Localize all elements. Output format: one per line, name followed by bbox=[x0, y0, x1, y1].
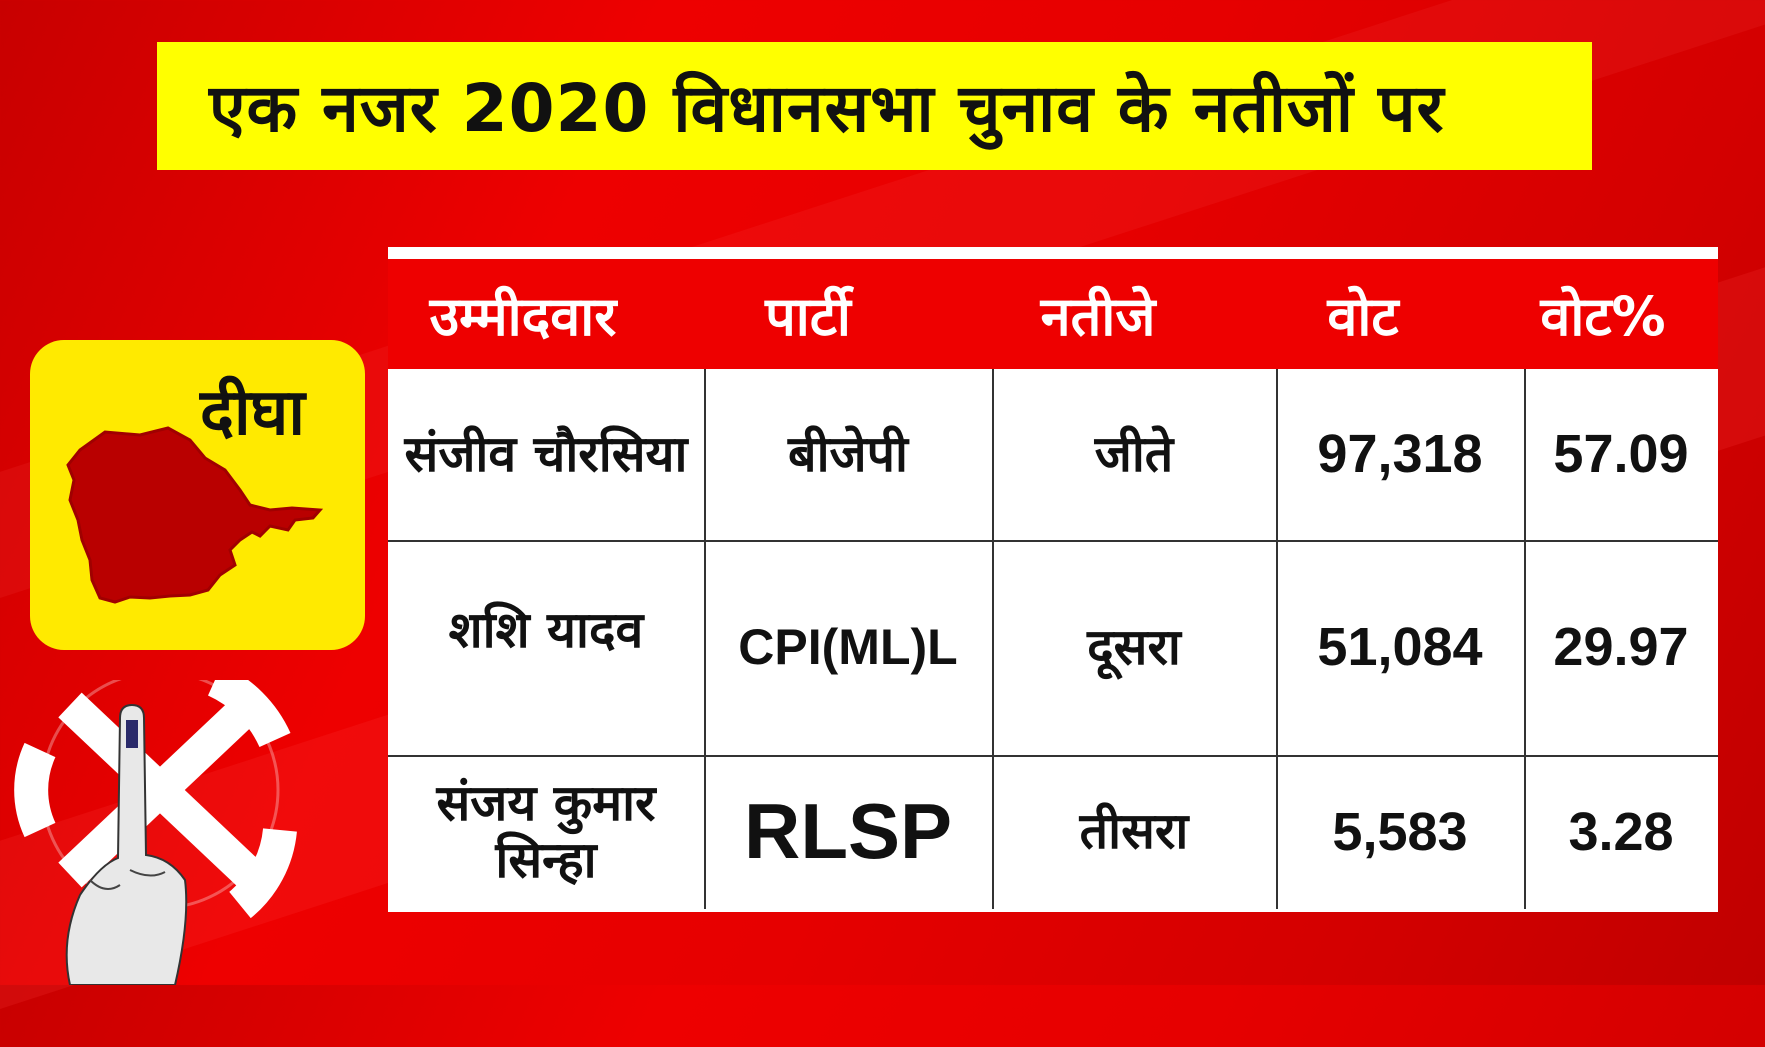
swastik-ballot-icon bbox=[14, 680, 297, 985]
result-text: जीते bbox=[1094, 424, 1174, 483]
candidate-name: संजय कुमार सिन्हा bbox=[436, 773, 656, 889]
constituency-map-icon bbox=[66, 426, 324, 604]
page-title: एक नजर 2020 विधानसभा चुनाव के नतीजों पर bbox=[209, 70, 1445, 147]
party-name: RLSP bbox=[743, 787, 953, 876]
constituency-badge: दीघा bbox=[30, 340, 365, 650]
table-row: संजीव चौरसिया बीजेपी जीते 97,318 57.09 bbox=[388, 369, 1718, 540]
vote-percent: 29.97 bbox=[1553, 617, 1689, 678]
column-divider bbox=[1524, 369, 1526, 909]
header-candidate: उम्मीदवार bbox=[429, 285, 617, 348]
result-text: दूसरा bbox=[1087, 617, 1181, 676]
row-divider bbox=[388, 540, 1718, 542]
column-divider bbox=[992, 369, 994, 909]
header-party: पार्टी bbox=[765, 285, 851, 348]
vote-count: 97,318 bbox=[1317, 424, 1483, 485]
candidate-name: संजीव चौरसिया bbox=[404, 424, 688, 483]
row-divider bbox=[388, 755, 1718, 757]
header-votes: वोट bbox=[1327, 285, 1399, 348]
header-result: नतीजे bbox=[1040, 285, 1156, 348]
result-text: तीसरा bbox=[1079, 802, 1189, 861]
table-row: संजय कुमार सिन्हा RLSP तीसरा 5,583 3.28 bbox=[388, 755, 1718, 909]
inked-finger-icon bbox=[65, 703, 188, 985]
title-banner: एक नजर 2020 विधानसभा चुनाव के नतीजों पर bbox=[157, 42, 1592, 170]
table-header-row: उम्मीदवार पार्टी नतीजे वोट वोट% bbox=[388, 259, 1718, 369]
candidate-name: शशि यादव bbox=[448, 601, 644, 659]
header-vote-pct: वोट% bbox=[1540, 285, 1666, 348]
column-divider bbox=[1276, 369, 1278, 909]
vote-percent: 3.28 bbox=[1568, 801, 1674, 862]
constituency-name: दीघा bbox=[200, 376, 305, 450]
results-table: उम्मीदवार पार्टी नतीजे वोट वोट% संजीव चौ… bbox=[388, 247, 1718, 912]
vote-count: 5,583 bbox=[1332, 801, 1468, 862]
column-divider bbox=[704, 369, 706, 909]
table-row: शशि यादव CPI(ML)L दूसरा 51,084 29.97 bbox=[388, 540, 1718, 755]
vote-percent: 57.09 bbox=[1553, 424, 1689, 485]
party-name: CPI(ML)L bbox=[738, 618, 958, 675]
party-name: बीजेपी bbox=[788, 424, 908, 483]
vote-count: 51,084 bbox=[1317, 617, 1483, 678]
